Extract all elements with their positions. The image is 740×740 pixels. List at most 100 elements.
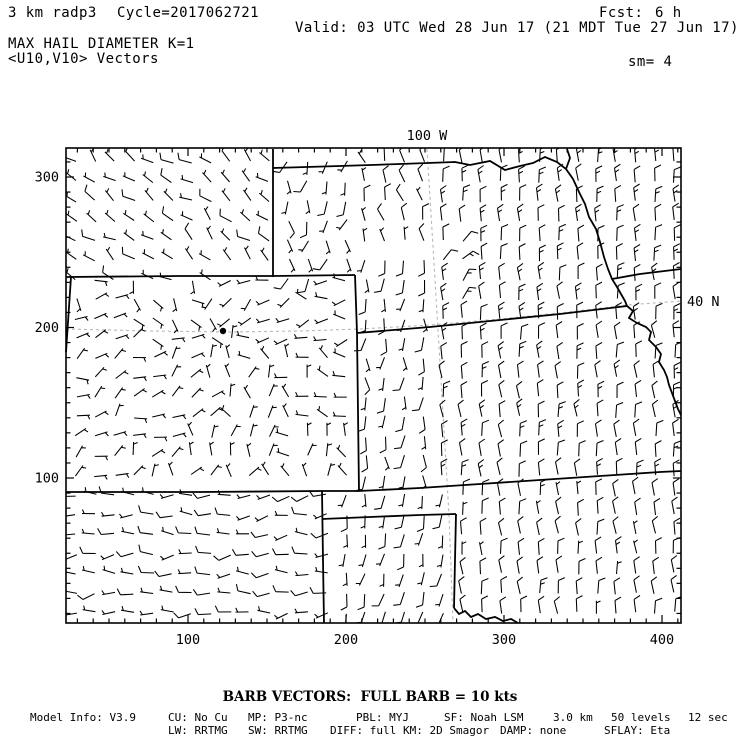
wind-barb bbox=[632, 302, 640, 320]
wind-barb bbox=[97, 528, 115, 536]
wind-barb bbox=[595, 281, 603, 299]
wind-barb bbox=[66, 210, 78, 222]
wind-barb bbox=[422, 318, 428, 333]
wind-barb bbox=[556, 381, 564, 399]
wind-barb bbox=[414, 533, 424, 546]
wind-barb bbox=[498, 281, 506, 299]
wind-barb bbox=[461, 164, 469, 182]
wind-barb bbox=[152, 413, 167, 419]
wind-barb bbox=[462, 230, 479, 242]
wind-barb bbox=[86, 210, 97, 223]
wind-barb bbox=[172, 298, 178, 313]
wind-barb bbox=[249, 423, 258, 437]
wind-barb bbox=[365, 358, 371, 373]
border-co-east-102w bbox=[354, 274, 360, 492]
wind-barb bbox=[595, 600, 601, 614]
wind-barb bbox=[371, 593, 385, 607]
wind-barb bbox=[307, 258, 314, 273]
wind-barb bbox=[558, 223, 567, 241]
wind-barb bbox=[575, 163, 582, 181]
wind-barb bbox=[595, 478, 603, 495]
wind-barb bbox=[576, 480, 582, 495]
wind-barb bbox=[437, 535, 444, 549]
wind-barb bbox=[535, 183, 543, 201]
wind-barb bbox=[66, 514, 76, 517]
wind-barb bbox=[331, 299, 346, 307]
wind-barb bbox=[496, 203, 504, 222]
wind-barb bbox=[256, 318, 270, 324]
wind-barb bbox=[632, 203, 640, 222]
wind-barb bbox=[120, 567, 134, 575]
wind-barb bbox=[398, 493, 406, 507]
wind-barb bbox=[206, 225, 213, 240]
wind-barb bbox=[295, 352, 309, 358]
wind-barb bbox=[555, 481, 561, 496]
wind-barb bbox=[277, 297, 290, 308]
wind-barb bbox=[418, 553, 424, 568]
wind-barb bbox=[192, 408, 206, 418]
wind-barb bbox=[235, 583, 251, 595]
wind-barb bbox=[374, 495, 386, 510]
y-axis-tick-label: 200 bbox=[35, 320, 59, 336]
wind-barb bbox=[613, 419, 620, 438]
wind-barb bbox=[481, 497, 489, 514]
wind-barb bbox=[231, 548, 249, 556]
wind-barb bbox=[377, 203, 385, 221]
wind-barb bbox=[461, 322, 469, 340]
wind-barb bbox=[479, 148, 483, 163]
wind-barb bbox=[316, 406, 328, 418]
wind-barb bbox=[613, 321, 621, 340]
wind-barb bbox=[168, 461, 174, 476]
wind-barb bbox=[243, 384, 251, 399]
wind-barb bbox=[458, 204, 466, 222]
wind-barb bbox=[555, 496, 562, 515]
wind-barb bbox=[133, 376, 147, 382]
wind-barb bbox=[498, 148, 503, 163]
wind-barb bbox=[442, 249, 459, 261]
wind-barb bbox=[498, 555, 505, 573]
wind-barb bbox=[615, 302, 623, 319]
wind-barb bbox=[261, 461, 270, 476]
geo-label: 100 W bbox=[407, 128, 449, 144]
wind-barb bbox=[180, 174, 194, 184]
wind-barb bbox=[418, 416, 426, 434]
wind-barb bbox=[203, 206, 211, 220]
wind-barb bbox=[538, 419, 547, 436]
wind-barb bbox=[519, 440, 528, 457]
wind-barb bbox=[81, 509, 96, 515]
wind-barb bbox=[138, 505, 154, 515]
wind-barb bbox=[175, 526, 192, 535]
wind-barb bbox=[121, 189, 136, 201]
wind-barb bbox=[358, 554, 367, 568]
wind-barb bbox=[151, 463, 159, 477]
wind-barb bbox=[294, 527, 308, 536]
wind-barb bbox=[307, 443, 317, 456]
wind-barb bbox=[94, 455, 108, 461]
wind-barb bbox=[66, 495, 76, 497]
wind-barb bbox=[163, 188, 174, 201]
wind-barb bbox=[314, 612, 329, 619]
wind-barb bbox=[556, 242, 564, 260]
wind-barb bbox=[517, 537, 525, 555]
wind-barb bbox=[537, 595, 545, 614]
wind-barb bbox=[298, 278, 310, 294]
wind-barb bbox=[294, 571, 309, 577]
wind-barb bbox=[122, 172, 136, 182]
wind-barb bbox=[235, 607, 249, 613]
wind-barb bbox=[346, 258, 352, 273]
wind-barb bbox=[134, 417, 148, 424]
wind-barb bbox=[578, 558, 586, 575]
wind-barb bbox=[115, 334, 130, 340]
wind-barb bbox=[556, 281, 563, 299]
wind-barb bbox=[651, 380, 658, 399]
wind-barb bbox=[538, 224, 546, 242]
wind-barb bbox=[142, 249, 155, 260]
wind-barb bbox=[384, 456, 390, 471]
wind-barb bbox=[98, 486, 115, 496]
wind-barb bbox=[614, 437, 622, 456]
wind-barb bbox=[376, 357, 385, 370]
wind-barb bbox=[573, 458, 581, 476]
wind-barb bbox=[393, 592, 405, 606]
wind-barb bbox=[116, 588, 134, 596]
wind-barb bbox=[214, 507, 231, 516]
